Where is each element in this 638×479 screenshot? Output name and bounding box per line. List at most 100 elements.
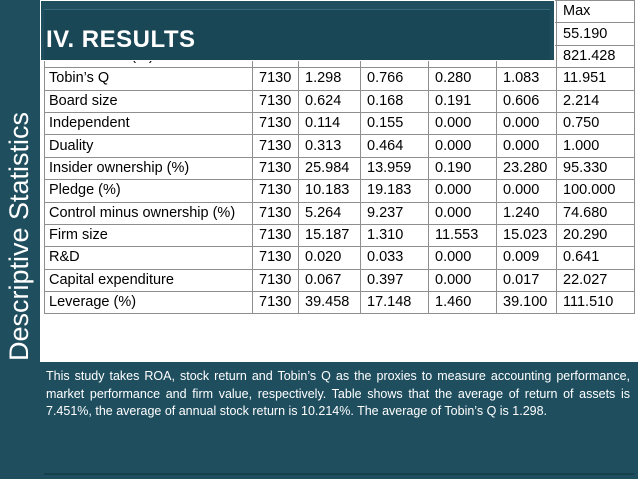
table-cell: 0.000 bbox=[496, 179, 557, 203]
table-cell: 19.183 bbox=[360, 179, 429, 203]
variable-name: Duality bbox=[44, 134, 253, 158]
table-cell: 7130 bbox=[252, 246, 299, 270]
variable-name: Tobin’s Q bbox=[44, 67, 253, 91]
table-cell: 0.000 bbox=[428, 134, 497, 158]
table-cell: 0.313 bbox=[298, 134, 361, 158]
table-cell: 2.214 bbox=[556, 89, 635, 113]
table-row: Control minus ownership (%) 7130 5.264 9… bbox=[44, 201, 635, 225]
variable-name: Capital expenditure bbox=[44, 268, 253, 293]
results-note-text: This study takes ROA, stock return and T… bbox=[46, 369, 630, 418]
table-cell: 111.510 bbox=[556, 291, 635, 315]
table-cell: 0.155 bbox=[360, 111, 429, 136]
variable-name: Leverage (%) bbox=[44, 291, 253, 315]
variable-name: Pledge (%) bbox=[44, 179, 253, 203]
table-cell: 55.190 bbox=[556, 22, 635, 46]
table-cell: 0.000 bbox=[428, 268, 497, 293]
table-cell: 0.280 bbox=[428, 67, 497, 91]
table-cell: 1.083 bbox=[496, 67, 557, 91]
variable-name: Independent bbox=[44, 111, 253, 136]
table-cell: 0.464 bbox=[360, 134, 429, 158]
table-cell: 1.310 bbox=[360, 223, 429, 248]
table-cell: 23.280 bbox=[496, 156, 557, 181]
table-cell: 0.397 bbox=[360, 268, 429, 293]
table-cell: 15.187 bbox=[298, 223, 361, 248]
table-cell: 10.183 bbox=[298, 179, 361, 203]
table-cell: 11.553 bbox=[428, 223, 497, 248]
table-cell: 0.000 bbox=[428, 179, 497, 203]
table-cell: 0.190 bbox=[428, 156, 497, 181]
table-cell: 7130 bbox=[252, 268, 299, 293]
variable-name: Firm size bbox=[44, 223, 253, 248]
table-row: Tobin’s Q 7130 1.298 0.766 0.280 1.083 1… bbox=[44, 67, 635, 91]
variable-name: R&D bbox=[44, 246, 253, 270]
table-row: Firm size 7130 15.187 1.310 11.553 15.02… bbox=[44, 223, 635, 248]
table-cell: 0.000 bbox=[428, 111, 497, 136]
results-note-panel: This study takes ROA, stock return and T… bbox=[40, 362, 638, 479]
table-cell: 7130 bbox=[252, 134, 299, 158]
table-row: Duality 7130 0.313 0.464 0.000 0.000 1.0… bbox=[44, 134, 635, 158]
table-cell: 0.033 bbox=[360, 246, 429, 270]
table-cell: 7130 bbox=[252, 223, 299, 248]
variable-name: Insider ownership (%) bbox=[44, 156, 253, 181]
table-cell: 22.027 bbox=[556, 268, 635, 293]
table-row: Capital expenditure 7130 0.067 0.397 0.0… bbox=[44, 268, 635, 293]
table-cell: 100.000 bbox=[556, 179, 635, 203]
table-cell: 0.067 bbox=[298, 268, 361, 293]
table-cell: 17.148 bbox=[360, 291, 429, 315]
table-cell: 0.168 bbox=[360, 89, 429, 113]
note-divider bbox=[44, 473, 634, 475]
table-cell: 5.264 bbox=[298, 201, 361, 225]
table-cell: 95.330 bbox=[556, 156, 635, 181]
table-cell: 0.750 bbox=[556, 111, 635, 136]
table-cell: 20.290 bbox=[556, 223, 635, 248]
section-title: IV. RESULTS bbox=[46, 26, 196, 53]
table-cell: 1.000 bbox=[556, 134, 635, 158]
table-row: Leverage (%) 7130 39.458 17.148 1.460 39… bbox=[44, 291, 635, 315]
table-cell: 0.191 bbox=[428, 89, 497, 113]
table-cell: 7130 bbox=[252, 156, 299, 181]
table-cell: 1.240 bbox=[496, 201, 557, 225]
table-row: Independent 7130 0.114 0.155 0.000 0.000… bbox=[44, 111, 635, 136]
section-title-banner bbox=[40, 0, 555, 61]
table-cell: 821.428 bbox=[556, 44, 635, 69]
table-cell: 0.000 bbox=[496, 111, 557, 136]
table-cell: 0.114 bbox=[298, 111, 361, 136]
table-cell: 7130 bbox=[252, 179, 299, 203]
header-cell-max: Max bbox=[556, 0, 635, 24]
table-cell: 0.624 bbox=[298, 89, 361, 113]
table-row: Board size 7130 0.624 0.168 0.191 0.606 … bbox=[44, 89, 635, 113]
table-cell: 1.460 bbox=[428, 291, 497, 315]
statistics-table: Max 55.190 Stock return (%) 7130 10.214 … bbox=[44, 0, 635, 315]
table-cell: 0.020 bbox=[298, 246, 361, 270]
variable-name: Control minus ownership (%) bbox=[44, 201, 253, 225]
sidebar-title-wrap: Descriptive Statistics bbox=[0, 105, 40, 367]
table-cell: 13.959 bbox=[360, 156, 429, 181]
table-cell: 11.951 bbox=[556, 67, 635, 91]
table-row: Pledge (%) 7130 10.183 19.183 0.000 0.00… bbox=[44, 179, 635, 203]
table-cell: 7130 bbox=[252, 111, 299, 136]
table-cell: 0.017 bbox=[496, 268, 557, 293]
table-cell: 15.023 bbox=[496, 223, 557, 248]
table-cell: 0.641 bbox=[556, 246, 635, 270]
table-cell: 7130 bbox=[252, 201, 299, 225]
table-cell: 25.984 bbox=[298, 156, 361, 181]
sidebar-title: Descriptive Statistics bbox=[4, 111, 35, 361]
table-cell: 74.680 bbox=[556, 201, 635, 225]
table-cell: 0.000 bbox=[428, 246, 497, 270]
variable-name: Board size bbox=[44, 89, 253, 113]
table-cell: 0.606 bbox=[496, 89, 557, 113]
table-row: R&D 7130 0.020 0.033 0.000 0.009 0.641 bbox=[44, 246, 635, 270]
table-row: Insider ownership (%) 7130 25.984 13.959… bbox=[44, 156, 635, 181]
table-cell: 0.000 bbox=[496, 134, 557, 158]
table-cell: 9.237 bbox=[360, 201, 429, 225]
table-cell: 0.766 bbox=[360, 67, 429, 91]
table-cell: 39.100 bbox=[496, 291, 557, 315]
table-cell: 7130 bbox=[252, 89, 299, 113]
table-cell: 0.009 bbox=[496, 246, 557, 270]
table-cell: 7130 bbox=[252, 67, 299, 91]
table-cell: 39.458 bbox=[298, 291, 361, 315]
table-cell: 1.298 bbox=[298, 67, 361, 91]
table-cell: 7130 bbox=[252, 291, 299, 315]
section-title-inner bbox=[44, 9, 550, 60]
table-cell: 0.000 bbox=[428, 201, 497, 225]
